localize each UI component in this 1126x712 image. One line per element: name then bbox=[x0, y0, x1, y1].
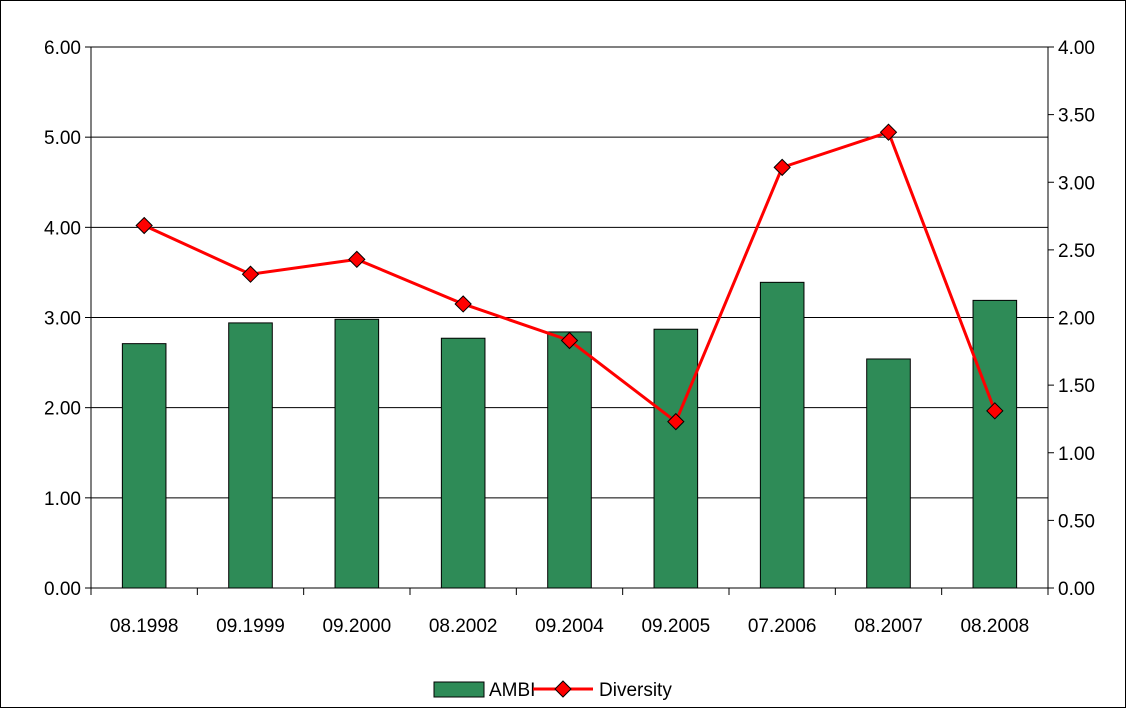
right-axis-tick-label: 0.00 bbox=[1058, 579, 1095, 600]
category-tick-label: 09.2000 bbox=[322, 616, 391, 637]
ambi-bar bbox=[972, 299, 1018, 589]
legend: AMBI Diversity bbox=[433, 680, 672, 701]
ambi-bars bbox=[121, 281, 1018, 589]
diversity-line bbox=[135, 123, 1004, 431]
category-tick-label: 09.1999 bbox=[216, 616, 285, 637]
right-axis-tick-labels: 0.00 0.50 1.00 1.50 2.00 2.50 3.00 3.50 4.00 bbox=[1058, 38, 1095, 600]
category-tick-label: 08.2008 bbox=[960, 616, 1029, 637]
left-axis-tick-label: 4.00 bbox=[44, 218, 81, 239]
diversity-point bbox=[773, 158, 791, 177]
left-axis-tick-labels: 0.00 1.00 2.00 3.00 4.00 5.00 6.00 bbox=[44, 38, 81, 600]
diversity-point bbox=[667, 412, 685, 431]
right-axis-tick-label: 1.00 bbox=[1058, 444, 1095, 465]
legend-swatch-ambi bbox=[433, 681, 485, 698]
ambi-bar bbox=[759, 281, 805, 589]
ambi-bar bbox=[653, 328, 699, 589]
right-axis-tick-label: 0.50 bbox=[1058, 511, 1095, 532]
category-tick-label: 07.2006 bbox=[748, 616, 817, 637]
legend-marker-diversity bbox=[554, 680, 572, 698]
left-axis-tick-label: 5.00 bbox=[44, 128, 81, 149]
ambi-bar bbox=[440, 337, 486, 589]
left-axis-tick-label: 6.00 bbox=[44, 38, 81, 59]
right-axis-tick-label: 2.00 bbox=[1058, 309, 1095, 330]
legend-label-ambi: AMBI bbox=[489, 680, 535, 701]
left-axis-tick-label: 3.00 bbox=[44, 309, 81, 330]
ambi-bar bbox=[547, 331, 592, 589]
diversity-point bbox=[879, 123, 898, 141]
legend-label-diversity: Diversity bbox=[599, 680, 672, 701]
category-tick-label: 09.2005 bbox=[641, 616, 710, 637]
left-axis-tick-label: 2.00 bbox=[44, 399, 81, 420]
category-tick-label: 08.2002 bbox=[429, 616, 498, 637]
right-axis-tick-label: 3.00 bbox=[1058, 173, 1095, 194]
right-axis-tick-label: 1.50 bbox=[1058, 376, 1095, 397]
diversity-point bbox=[241, 265, 260, 283]
left-axis-tick-label: 1.00 bbox=[44, 489, 81, 510]
left-axis-tick-label: 0.00 bbox=[44, 579, 81, 600]
diversity-point bbox=[135, 216, 153, 235]
category-tick-label: 08.2007 bbox=[854, 616, 923, 637]
diversity-point bbox=[454, 295, 472, 313]
ambi-bar bbox=[866, 358, 911, 589]
diversity-point bbox=[348, 250, 366, 269]
diversity-point bbox=[986, 402, 1004, 420]
category-tick-label: 08.1998 bbox=[110, 616, 179, 637]
ambi-bar bbox=[228, 322, 273, 589]
right-axis-tick-label: 4.00 bbox=[1058, 38, 1095, 59]
category-tick-labels: 08.1998 09.1999 09.2000 08.2002 09.2004 09.20… bbox=[110, 616, 1029, 637]
ambi-bar bbox=[334, 318, 380, 589]
axes bbox=[85, 46, 1054, 595]
right-axis-tick-label: 3.50 bbox=[1058, 106, 1095, 127]
category-tick-label: 09.2004 bbox=[535, 616, 604, 637]
ambi-bar bbox=[121, 343, 167, 589]
right-axis-tick-label: 2.50 bbox=[1058, 241, 1095, 262]
diversity-point bbox=[560, 331, 579, 350]
